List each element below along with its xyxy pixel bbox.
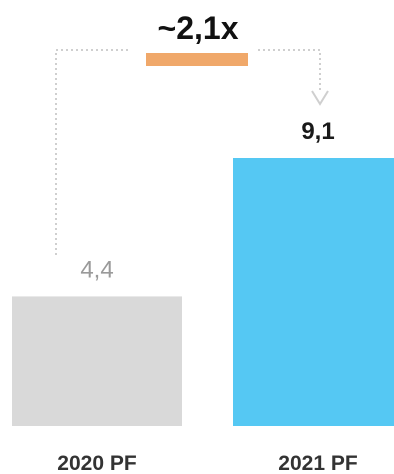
- growth-connector-left: [55, 49, 131, 255]
- growth-multiplier-label: ~2,1x: [158, 10, 239, 46]
- value-label-2020-pf: 4,4: [80, 256, 113, 283]
- bars-layer: [12, 158, 394, 426]
- value-label-2021-pf: 9,1: [301, 118, 334, 145]
- category-label-2021-pf: 2021 PF: [278, 452, 358, 474]
- bar-2020-pf: [12, 296, 182, 426]
- category-labels-layer: 2020 PF 2021 PF: [57, 452, 358, 474]
- growth-arrow-icon: [311, 90, 329, 106]
- growth-annotation: ~2,1x: [55, 10, 329, 255]
- growth-highlight-bar: [146, 53, 248, 66]
- value-labels-layer: 4,4 9,1: [80, 118, 334, 283]
- category-label-2020-pf: 2020 PF: [57, 452, 137, 474]
- growth-connector-right: [258, 49, 321, 90]
- bar-2021-pf: [233, 158, 394, 426]
